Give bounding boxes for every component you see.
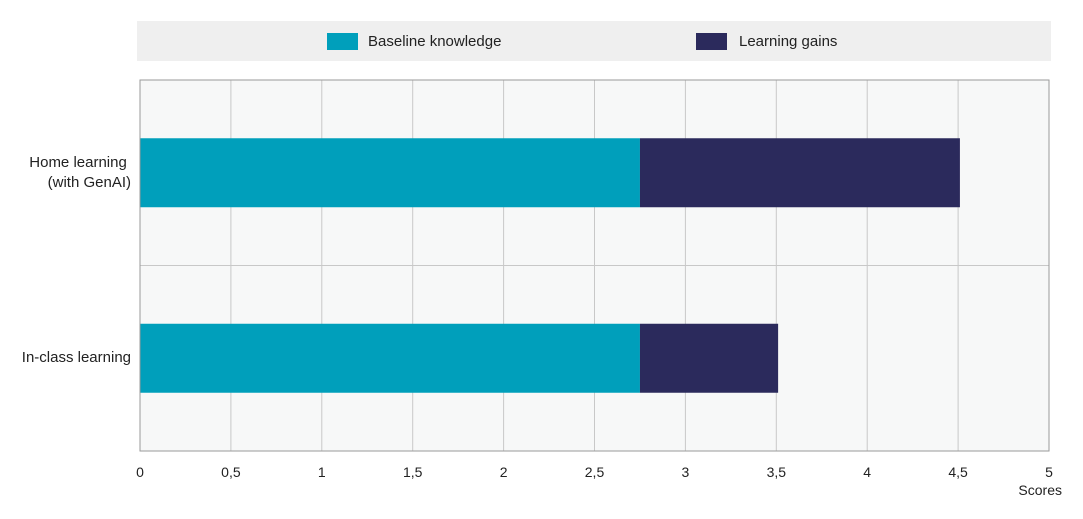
legend-label-baseline: Baseline knowledge: [368, 33, 501, 50]
bar-gains-0: [639, 138, 960, 208]
bar-baseline-1: [140, 323, 640, 393]
bars: [140, 138, 960, 393]
x-tick-label: 4: [863, 464, 871, 480]
legend-label-gains: Learning gains: [739, 33, 837, 50]
plot-border: [139, 79, 1050, 452]
bar-gains-1: [639, 323, 779, 393]
x-axis-label: Scores: [1018, 482, 1062, 498]
x-tick-label: 4,5: [948, 464, 968, 480]
category-label-home-line2: (with GenAI): [48, 174, 131, 191]
x-tick-label: 0,5: [221, 464, 241, 480]
x-tick-label: 1: [318, 464, 326, 480]
x-tick-label: 2: [500, 464, 508, 480]
x-tick-labels: 0 0,5 1 1,5 2 2,5 3 3,5 4 4,5 5: [136, 464, 1053, 480]
legend-swatch-baseline: [327, 33, 358, 50]
legend-box: [137, 21, 1051, 61]
x-tick-label: 0: [136, 464, 144, 480]
x-tick-label: 2,5: [585, 464, 605, 480]
x-tick-label: 1,5: [403, 464, 423, 480]
x-tick-label: 3,5: [767, 464, 787, 480]
x-tick-label: 5: [1045, 464, 1053, 480]
category-label-home-line1: Home learning: [29, 154, 127, 171]
category-label-inclass: In-class learning: [22, 349, 131, 366]
legend-swatch-gains: [696, 33, 727, 50]
category-label-home: Home learning (with GenAI): [29, 154, 131, 191]
bar-baseline-0: [140, 138, 640, 208]
x-tick-label: 3: [682, 464, 690, 480]
